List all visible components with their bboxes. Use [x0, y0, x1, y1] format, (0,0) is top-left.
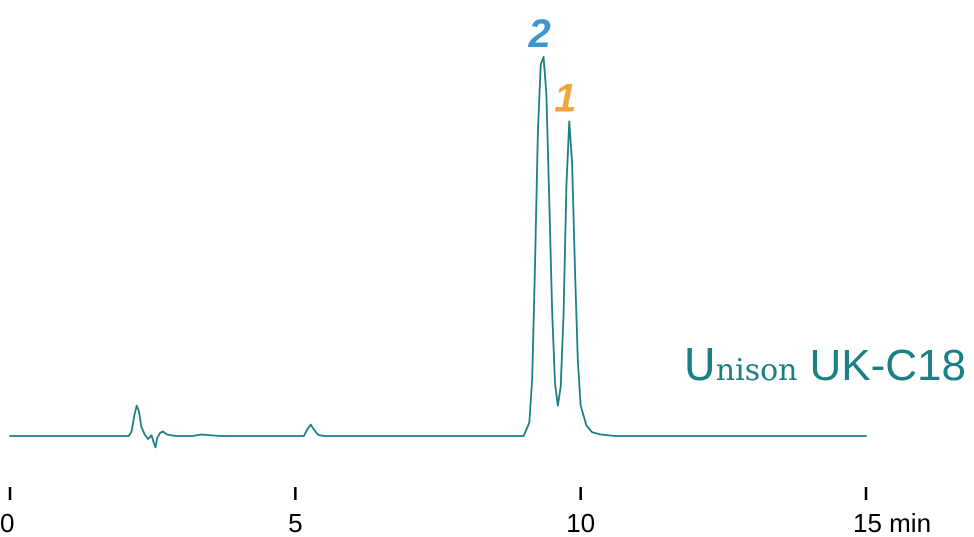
chromatogram-trace-layer: [9, 56, 867, 449]
x-tick-label-2: 10: [566, 508, 595, 537]
peak-label-2: 2: [527, 12, 550, 56]
x-tick-label-0: 0: [0, 508, 14, 537]
column-model-name: UK-C18: [810, 341, 967, 390]
chromatogram-trace-0: [9, 56, 867, 449]
x-tick-label-1: 5: [288, 508, 302, 537]
column-label: Unison UK-C18: [684, 340, 966, 391]
x-tick-label-3: 15 min: [853, 508, 931, 537]
column-brand-name: nison: [716, 353, 798, 388]
peak-annotations: 21: [527, 12, 576, 120]
peak-label-1: 1: [554, 76, 576, 120]
column-brand-initial: U: [684, 340, 716, 391]
x-axis-ticks: 0 5 10 15 min: [0, 487, 931, 537]
